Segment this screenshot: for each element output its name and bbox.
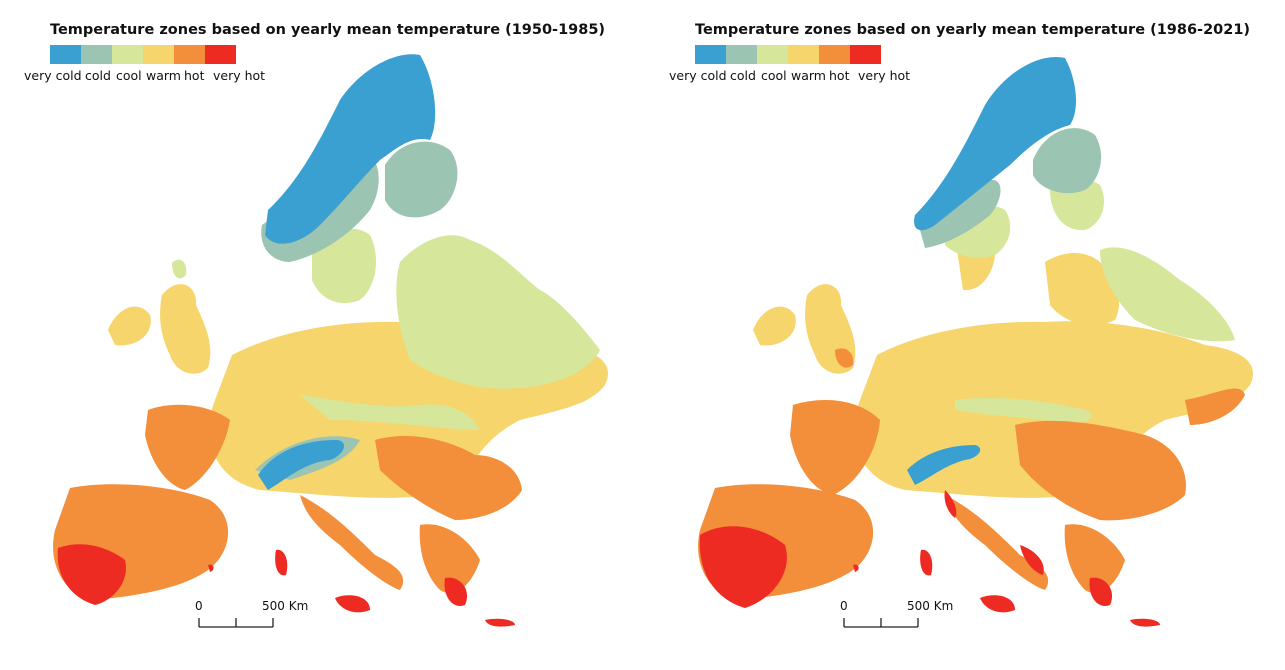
legend-label-cold: cold (85, 68, 111, 83)
legend-swatch-cool (757, 45, 788, 64)
scale-end-label: 500 Km (907, 599, 953, 613)
legend-label-warm: warm (791, 68, 826, 83)
legend-swatch-hot (174, 45, 205, 64)
legend-swatch-very-cold (695, 45, 726, 64)
legend-swatch-hot (819, 45, 850, 64)
zone-very-cold (258, 54, 436, 490)
zone-very-hot (699, 490, 1160, 627)
legend-label-very-cold: very cold (24, 68, 82, 83)
legend-label-cold: cold (730, 68, 756, 83)
scale-bar: 0 500 Km (840, 599, 953, 628)
scale-bar: 0 500 Km (195, 599, 308, 628)
map-title: Temperature zones based on yearly mean t… (695, 22, 1251, 38)
map-title: Temperature zones based on yearly mean t… (50, 22, 606, 38)
legend-label-very-hot: very hot (213, 68, 266, 83)
scale-end-label: 500 Km (262, 599, 308, 613)
legend-label-hot: hot (829, 68, 850, 83)
legend-swatch-cold (726, 45, 757, 64)
scale-start-label: 0 (195, 599, 203, 613)
zone-very-hot (57, 544, 515, 627)
legend-label-warm: warm (146, 68, 181, 83)
legend-swatch-cold (81, 45, 112, 64)
legend-color-bar (695, 45, 881, 64)
legend-swatch-very-hot (205, 45, 236, 64)
legend-label-cool: cool (116, 68, 142, 83)
legend-color-bar (50, 45, 236, 64)
legend-swatch-warm (788, 45, 819, 64)
legend-label-hot: hot (184, 68, 205, 83)
zone-hot (698, 348, 1245, 600)
legend-swatch-cool (112, 45, 143, 64)
legend-swatch-very-hot (850, 45, 881, 64)
legend-labels: very cold cold cool warm hot very hot (645, 68, 945, 86)
zone-cool (172, 228, 600, 430)
map-panel-1986-2021: Temperature zones based on yearly mean t… (645, 0, 1285, 670)
legend-label-very-cold: very cold (669, 68, 727, 83)
zone-cold (920, 128, 1102, 248)
legend-label-cool: cool (761, 68, 787, 83)
temperature-zone-map: 0 500 Km (53, 54, 608, 628)
zone-very-cold (907, 56, 1077, 485)
legend-label-very-hot: very hot (858, 68, 911, 83)
legend-labels: very cold cold cool warm hot very hot (0, 68, 300, 86)
temperature-zone-map: 0 500 Km (698, 56, 1253, 628)
legend-swatch-very-cold (50, 45, 81, 64)
legend-swatch-warm (143, 45, 174, 64)
scale-start-label: 0 (840, 599, 848, 613)
map-panel-1950-1985: Temperature zones based on yearly mean t… (0, 0, 642, 670)
